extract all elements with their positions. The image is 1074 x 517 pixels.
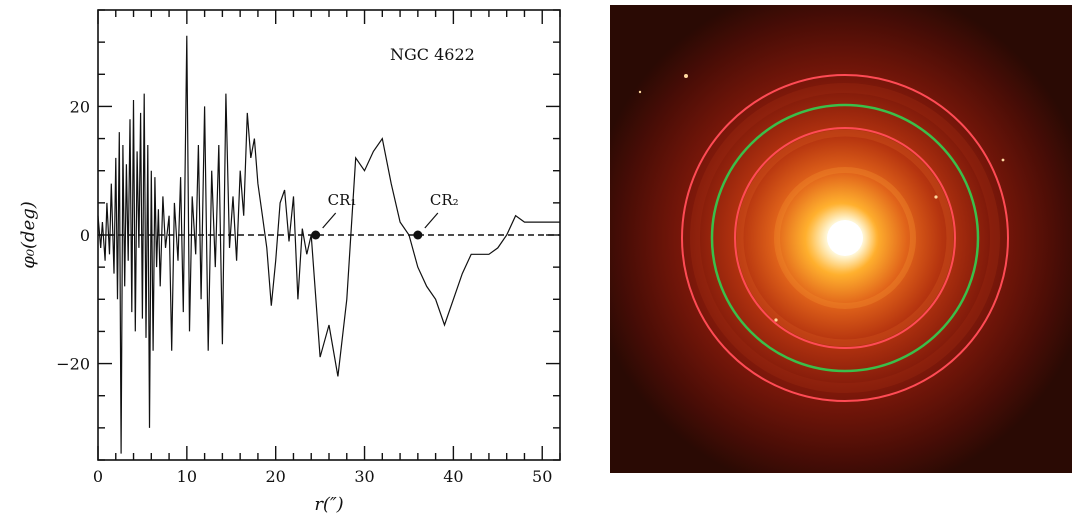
star [684,74,688,78]
corotation-label: CR₁ [328,191,357,209]
spiral-arm-hint-outer [690,83,1000,393]
star [774,318,778,322]
spiral-arm-hint-mid [736,129,954,347]
outer-red-ring [681,74,1009,402]
x-tick-label: 10 [177,467,197,486]
x-axis-label: r(″) [314,494,343,515]
corotation-arrow [322,212,337,229]
x-tick-label: 0 [93,467,103,486]
inner-red-ring [734,127,956,349]
axis-ticks [97,9,561,461]
y-tick-label: −20 [56,355,90,374]
axis-tick-labels: 0 10 20 30 40 50 −20 0 20 [56,97,552,486]
galaxy-core-center [827,220,863,256]
y-axis-label: φ₀(deg) [18,201,39,269]
phase-chart: 0 10 20 30 40 50 −20 0 20 CR₁ CR₂ NGC 4622 r(″) φ… [18,9,561,515]
y-tick-label: 20 [70,97,90,116]
corotation-point [413,230,423,240]
x-tick-label: 20 [266,467,286,486]
x-tick-label: 30 [354,467,374,486]
spiral-arm-hint-inner [774,167,916,309]
phase-series-line [97,35,560,454]
corotation-arrow [424,212,439,229]
star [934,195,938,199]
star [1001,158,1005,162]
galaxy-name-label: NGC 4622 [390,45,475,64]
x-tick-label: 50 [532,467,552,486]
galaxy-image-panel [610,5,1072,473]
corotation-markers: CR₁ CR₂ [311,191,459,240]
corotation-point [311,230,321,240]
star [638,90,642,94]
middle-green-ring [710,103,980,373]
corotation-label: CR₂ [430,191,459,209]
x-tick-label: 40 [443,467,463,486]
y-tick-label: 0 [80,226,90,245]
